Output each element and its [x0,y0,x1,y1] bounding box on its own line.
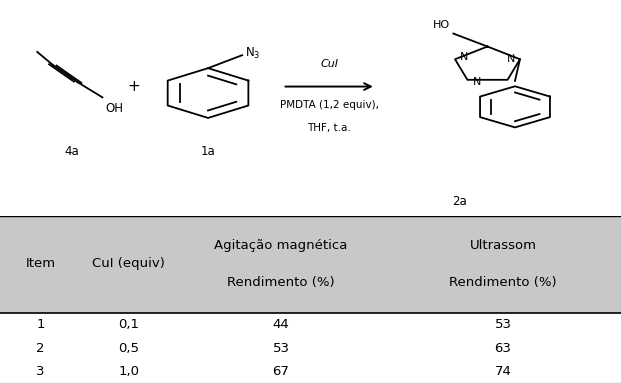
Text: N: N [460,52,468,62]
Text: +: + [127,79,140,94]
Text: HO: HO [433,20,450,30]
Text: Agitação magnética: Agitação magnética [214,239,348,252]
Text: Item: Item [25,257,55,270]
Text: CuI (equiv): CuI (equiv) [93,257,165,270]
Text: 0,1: 0,1 [119,318,139,331]
Text: 74: 74 [494,365,512,378]
Text: N: N [473,77,481,87]
Text: 0,5: 0,5 [119,342,139,355]
Text: 1a: 1a [201,145,215,158]
Text: Rendimento (%): Rendimento (%) [449,276,557,289]
Text: 67: 67 [273,365,289,378]
Text: 3: 3 [36,365,45,378]
Text: OH: OH [106,102,124,115]
Text: N: N [507,54,515,64]
Text: N$_3$: N$_3$ [245,46,261,61]
Text: 63: 63 [494,342,512,355]
Text: Rendimento (%): Rendimento (%) [227,276,335,289]
Text: PMDTA (1,2 equiv),: PMDTA (1,2 equiv), [279,100,379,110]
Text: 2: 2 [36,342,45,355]
Bar [0,216,621,313]
Text: THF, t.a.: THF, t.a. [307,123,351,133]
Text: 4a: 4a [64,145,79,158]
Text: Ultrassom: Ultrassom [469,239,537,252]
Text: 44: 44 [273,318,289,331]
Text: 53: 53 [273,342,289,355]
Text: 53: 53 [494,318,512,331]
Text: 1,0: 1,0 [119,365,139,378]
Text: 1: 1 [36,318,45,331]
Text: 2a: 2a [452,195,467,208]
Text: CuI: CuI [320,59,338,69]
